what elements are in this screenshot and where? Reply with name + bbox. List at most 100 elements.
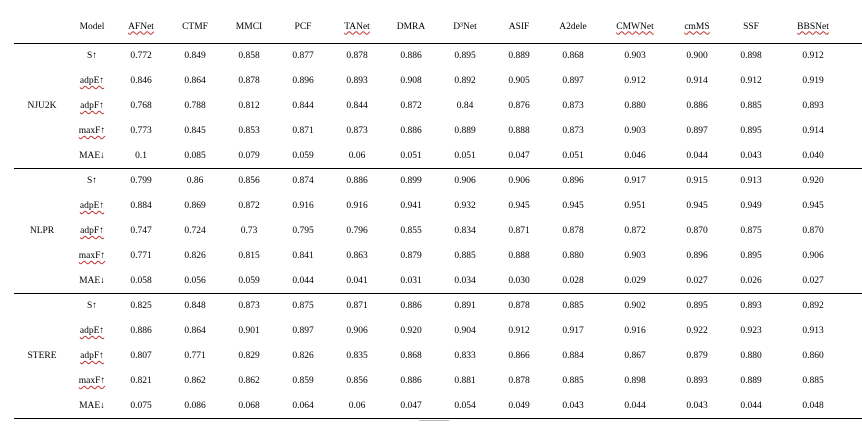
method-header-tanet: TANet <box>344 21 370 32</box>
table-cell: 0.871 <box>346 301 368 312</box>
table-cell: 0.892 <box>802 301 824 312</box>
table-row: adpE↑ 0.884 0.869 0.872 0.916 0.916 0.941 0.932… <box>14 194 862 219</box>
table-cell: 0.925 <box>848 319 862 344</box>
table-cell: 0.040 <box>802 150 824 161</box>
table-cell: 0.054 <box>454 400 476 411</box>
table-cell: 0.885 <box>740 100 762 111</box>
table-cell: 0.859 <box>292 375 314 386</box>
table-cell: 0.864 <box>184 76 206 87</box>
dataset-group: STERE S↑ 0.825 0.848 0.873 0.875 0.871 0.886 0.8… <box>14 293 862 419</box>
table-cell: 0.923 <box>740 326 762 337</box>
method-header-pcf: PCF <box>294 21 312 32</box>
table-row: MAE↓ 0.058 0.056 0.059 0.044 0.041 0.031 0.034 0… <box>14 268 862 293</box>
table-cell: 0.871 <box>508 225 530 236</box>
metric-label: MAE↓ <box>79 275 105 286</box>
table-cell: 0.929 <box>848 168 862 193</box>
table-cell: 0.886 <box>686 100 708 111</box>
header-row: Model AFNet CTMF MMCI PCF TANet DMRA D³N… <box>14 10 862 44</box>
method-header-mmci: MMCI <box>235 21 263 32</box>
table-cell: 0.931 <box>848 69 862 94</box>
table-cell: 0.027 <box>802 275 824 286</box>
table-cell: 0.906 <box>508 176 530 187</box>
table-cell: 0.835 <box>346 350 368 361</box>
table-cell: 0.873 <box>562 125 584 136</box>
table-cell: 0.888 <box>508 125 530 136</box>
model-header: Model <box>79 21 105 32</box>
table-cell: 0.880 <box>624 100 646 111</box>
metric-label: MAE↓ <box>79 150 105 161</box>
table-cell: 0.898 <box>624 375 646 386</box>
table-cell: 0.920 <box>802 176 824 187</box>
table-cell: 0.895 <box>740 125 762 136</box>
table-row: maxF↑ 0.821 0.862 0.862 0.859 0.856 0.886 0.881… <box>14 368 862 393</box>
table-cell: 0.908 <box>848 293 862 318</box>
table-cell: 0.06 <box>348 400 366 411</box>
table-cell: 0.028 <box>848 143 862 168</box>
table-cell: 0.878 <box>508 301 530 312</box>
dataset-group: NJU2K S↑ 0.772 0.849 0.858 0.877 0.878 0.886 0.8… <box>14 44 862 169</box>
table-cell: 0.043 <box>740 150 762 161</box>
metric-label: adpF↑ <box>80 350 104 361</box>
table-cell: 0.059 <box>292 150 314 161</box>
table-cell: 0.049 <box>508 400 530 411</box>
table-cell: 0.960 <box>848 194 862 219</box>
table-cell: 0.044 <box>740 400 762 411</box>
table-cell: 0.919 <box>802 76 824 87</box>
table-row: adpF↑ 0.768 0.788 0.812 0.844 0.844 0.872 0.84 0… <box>14 94 862 119</box>
table-cell: 0.768 <box>130 100 152 111</box>
table-row: adpF↑ 0.807 0.771 0.829 0.826 0.835 0.868 0.833… <box>14 344 862 369</box>
method-header-afnet: AFNet <box>128 21 154 32</box>
table-cell: 0.916 <box>292 201 314 212</box>
metric-label: adpE↑ <box>79 76 105 87</box>
table-cell: 0.825 <box>130 301 152 312</box>
table-cell: 0.870 <box>686 225 708 236</box>
table-cell: 0.035 <box>848 393 862 418</box>
table-cell: 0.886 <box>346 176 368 187</box>
table-row: maxF↑ 0.773 0.845 0.853 0.871 0.873 0.886 0.889… <box>14 118 862 143</box>
method-header-ssf: SSF <box>743 21 759 32</box>
table-cell: 0.951 <box>624 201 646 212</box>
table-cell: 0.905 <box>508 76 530 87</box>
table-cell: 0.945 <box>508 201 530 212</box>
table-cell: 0.897 <box>292 326 314 337</box>
table-cell: 0.876 <box>508 100 530 111</box>
table-cell: 0.872 <box>400 100 422 111</box>
table-cell: 0.807 <box>130 350 152 361</box>
table-cell: 0.079 <box>238 150 260 161</box>
table-cell: 0.086 <box>184 400 206 411</box>
table-cell: 0.895 <box>740 250 762 261</box>
table-cell: 0.815 <box>238 250 260 261</box>
metric-label: MAE↓ <box>79 400 105 411</box>
table-cell: 0.915 <box>686 176 708 187</box>
table-cell: 0.044 <box>686 150 708 161</box>
table-cell: 0.834 <box>454 225 476 236</box>
table-cell: 0.864 <box>184 326 206 337</box>
table-cell: 0.912 <box>624 76 646 87</box>
metric-label: maxF↑ <box>78 375 106 386</box>
table-row: adpE↑ 0.846 0.864 0.878 0.896 0.893 0.908 0.892… <box>14 69 862 94</box>
method-header-ours: Ours <box>848 10 862 44</box>
table-cell: 0.043 <box>562 400 584 411</box>
table-cell: 0.885 <box>562 301 584 312</box>
table-cell: 0.043 <box>686 400 708 411</box>
table-cell: 0.875 <box>292 301 314 312</box>
table-cell: 0.872 <box>238 201 260 212</box>
table-cell: 0.796 <box>346 225 368 236</box>
method-header-cmwnet: CMWNet <box>616 21 654 32</box>
method-header-dmra: DMRA <box>396 21 426 32</box>
metric-label: S↑ <box>86 51 98 62</box>
dataset-group: NLPR S↑ 0.799 0.86 0.856 0.874 0.886 0.899 0.906… <box>14 168 862 294</box>
table-cell: 0.945 <box>802 201 824 212</box>
table-cell: 0.869 <box>184 201 206 212</box>
table-cell: 0.896 <box>562 176 584 187</box>
method-header-bbsnet: BBSNet <box>797 21 829 32</box>
table-cell: 0.914 <box>686 76 708 87</box>
table-cell: 0.897 <box>686 125 708 136</box>
table-cell: 0.917 <box>624 176 646 187</box>
table-cell: 0.903 <box>624 51 646 62</box>
table-cell: 0.873 <box>562 100 584 111</box>
table-cell: 0.906 <box>802 250 824 261</box>
table-cell: 0.912 <box>802 51 824 62</box>
table-cell: 0.893 <box>346 76 368 87</box>
table-cell: 0.773 <box>130 125 152 136</box>
